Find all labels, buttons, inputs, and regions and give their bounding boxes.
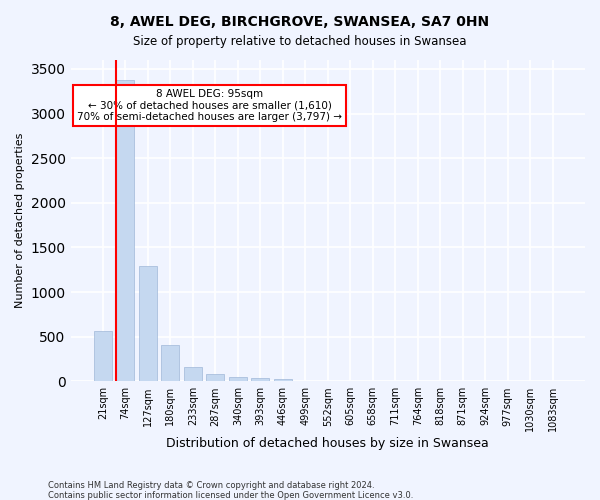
Text: Contains public sector information licensed under the Open Government Licence v3: Contains public sector information licen… <box>48 491 413 500</box>
Bar <box>161 344 179 382</box>
Bar <box>116 80 134 382</box>
Bar <box>274 379 292 382</box>
Bar <box>229 377 247 382</box>
Bar <box>184 367 202 382</box>
X-axis label: Distribution of detached houses by size in Swansea: Distribution of detached houses by size … <box>166 437 489 450</box>
Bar <box>94 332 112 382</box>
Bar <box>206 374 224 382</box>
Bar <box>251 378 269 382</box>
Y-axis label: Number of detached properties: Number of detached properties <box>15 133 25 308</box>
Text: 8, AWEL DEG, BIRCHGROVE, SWANSEA, SA7 0HN: 8, AWEL DEG, BIRCHGROVE, SWANSEA, SA7 0H… <box>110 15 490 29</box>
Text: 8 AWEL DEG: 95sqm
← 30% of detached houses are smaller (1,610)
70% of semi-detac: 8 AWEL DEG: 95sqm ← 30% of detached hous… <box>77 89 342 122</box>
Text: Contains HM Land Registry data © Crown copyright and database right 2024.: Contains HM Land Registry data © Crown c… <box>48 481 374 490</box>
Text: Size of property relative to detached houses in Swansea: Size of property relative to detached ho… <box>133 35 467 48</box>
Bar <box>139 266 157 382</box>
